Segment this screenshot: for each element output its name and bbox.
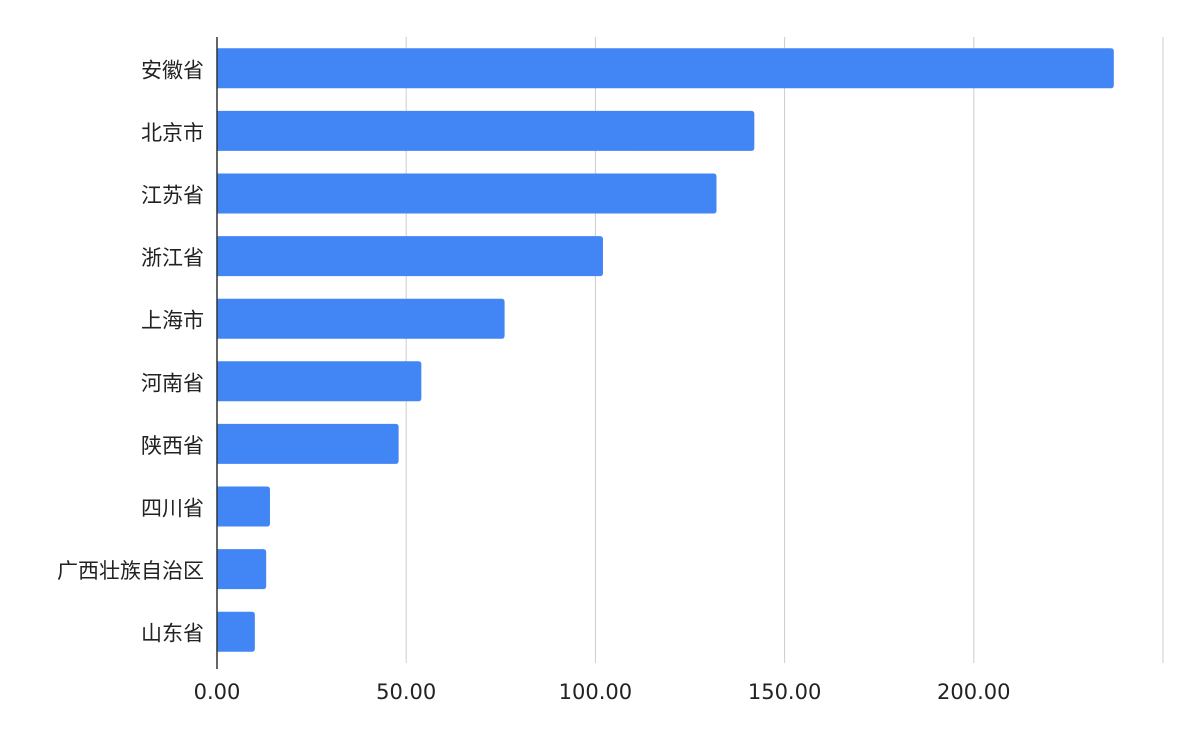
category-label-8: 广西壮族自治区 — [57, 559, 204, 583]
category-label-3: 浙江省 — [141, 246, 204, 270]
bar-0 — [217, 48, 1114, 89]
category-label-6: 陕西省 — [141, 434, 204, 458]
x-tick-label-0: 0.00 — [194, 680, 241, 704]
x-tick-label-2: 100.00 — [559, 680, 632, 704]
bar-3 — [217, 236, 603, 277]
category-label-5: 河南省 — [141, 371, 204, 395]
category-label-7: 四川省 — [141, 497, 204, 521]
x-tick-label-4: 200.00 — [937, 680, 1010, 704]
bar-4 — [217, 298, 505, 339]
category-label-4: 上海市 — [141, 309, 204, 333]
bar-1 — [217, 110, 755, 151]
category-label-9: 山东省 — [141, 622, 204, 646]
category-label-1: 北京市 — [141, 121, 204, 145]
category-label-0: 安徽省 — [141, 58, 204, 82]
bar-2 — [217, 173, 717, 214]
x-tick-label-3: 150.00 — [748, 680, 821, 704]
bar-7 — [217, 486, 270, 527]
category-label-2: 江苏省 — [141, 184, 204, 208]
bars — [217, 48, 1114, 652]
bar-9 — [217, 611, 255, 652]
bar-5 — [217, 361, 422, 402]
bar-6 — [217, 423, 399, 464]
x-tick-label-1: 50.00 — [376, 680, 436, 704]
bar-8 — [217, 549, 267, 590]
